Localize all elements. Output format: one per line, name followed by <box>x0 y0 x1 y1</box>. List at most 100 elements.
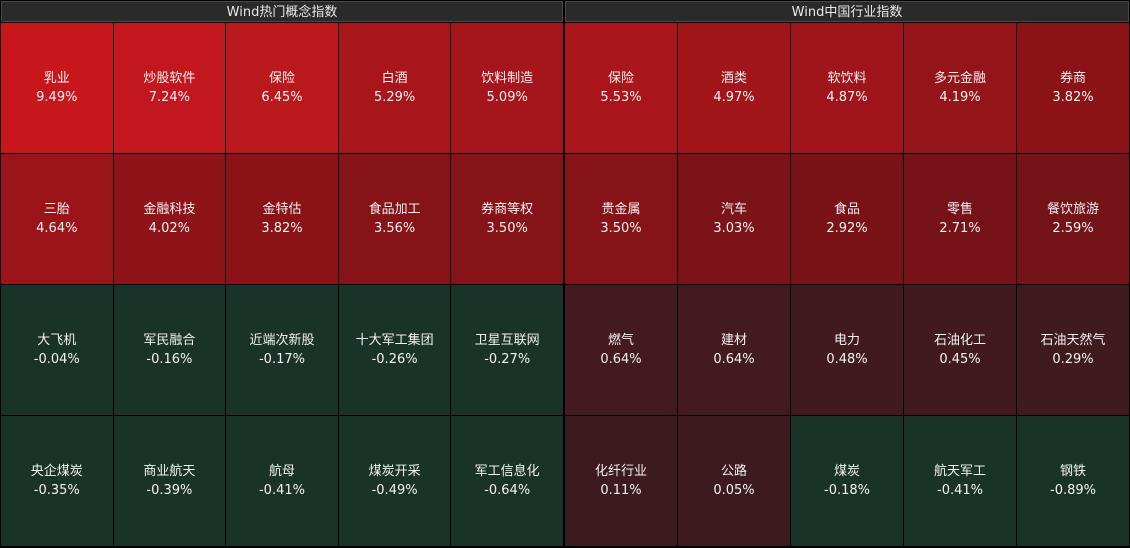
tile-name: 央企煤炭 <box>30 464 83 479</box>
heatmap-tile[interactable]: 航天军工 -0.41% <box>904 416 1016 546</box>
tile-name: 乳业 <box>43 71 70 86</box>
tile-name: 煤炭 <box>833 464 860 479</box>
tile-name: 卫星互联网 <box>474 333 540 348</box>
heatmap-tile[interactable]: 石油化工 0.45% <box>904 285 1016 415</box>
tile-name: 商业航天 <box>143 464 196 479</box>
heatmap-tile[interactable]: 卫星互联网 -0.27% <box>451 285 563 415</box>
heatmap-tile[interactable]: 食品 2.92% <box>791 154 903 284</box>
tile-change-value: -0.64% <box>484 483 531 498</box>
heatmap-tile[interactable]: 燃气 0.64% <box>565 285 677 415</box>
heatmap-tile[interactable]: 航母 -0.41% <box>226 416 338 546</box>
heatmap-tile[interactable]: 炒股软件 7.24% <box>113 23 226 153</box>
heatmap-tile[interactable]: 电力 0.48% <box>791 285 903 415</box>
tile-change-value: -0.17% <box>258 352 305 367</box>
heatmap-tile[interactable]: 多元金融 4.19% <box>904 23 1016 153</box>
heatmap-tile[interactable]: 三胎 4.64% <box>1 154 113 284</box>
heatmap-tile[interactable]: 钢铁 -0.89% <box>1017 416 1129 546</box>
tile-name: 三胎 <box>43 202 70 217</box>
tile-change-value: 3.50% <box>486 221 528 236</box>
heatmap-tile[interactable]: 煤炭开采 -0.49% <box>338 416 451 546</box>
tile-change-value: 4.97% <box>713 90 755 105</box>
heatmap-tile[interactable]: 公路 0.05% <box>678 416 790 546</box>
tile-change-value: 3.03% <box>713 221 755 236</box>
tile-name: 电力 <box>833 333 860 348</box>
tile-name: 公路 <box>720 464 747 479</box>
tile-change-value: 2.59% <box>1052 221 1094 236</box>
tile-change-value: 9.49% <box>36 90 78 105</box>
industry-index-grid: 保险 5.53% 酒类 4.97% 软饮料 4.87% 多元金融 4.19% 券商 3.82% 贵金… <box>565 23 1129 546</box>
tile-change-value: 5.29% <box>373 90 416 105</box>
heatmap-tile[interactable]: 白酒 5.29% <box>338 23 451 153</box>
heatmap-tile[interactable]: 石油天然气 0.29% <box>1017 285 1129 415</box>
tile-change-value: -0.39% <box>146 483 193 498</box>
heatmap-tile[interactable]: 煤炭 -0.18% <box>791 416 903 546</box>
heatmap-tile[interactable]: 商业航天 -0.39% <box>113 416 226 546</box>
heatmap-tile[interactable]: 保险 6.45% <box>226 23 338 153</box>
tile-name: 近端次新股 <box>249 333 315 348</box>
tile-change-value: 0.05% <box>713 483 755 498</box>
heatmap-tile[interactable]: 化纤行业 0.11% <box>565 416 677 546</box>
concept-index-title: Wind热门概念指数 <box>1 1 563 22</box>
heatmap-tile[interactable]: 零售 2.71% <box>904 154 1016 284</box>
heatmap-tile[interactable]: 贵金属 3.50% <box>565 154 677 284</box>
tile-change-value: -0.41% <box>258 483 305 498</box>
tile-name: 建材 <box>720 333 747 348</box>
tile-change-value: 4.02% <box>148 221 191 236</box>
tile-name: 钢铁 <box>1059 464 1086 479</box>
heatmap-tile[interactable]: 军民融合 -0.16% <box>113 285 226 415</box>
tile-name: 化纤行业 <box>594 464 647 479</box>
tile-name: 餐饮旅游 <box>1046 202 1099 217</box>
tile-change-value: 4.19% <box>939 90 981 105</box>
heatmap-tile[interactable]: 汽车 3.03% <box>678 154 790 284</box>
concept-index-grid: 乳业 9.49% 炒股软件 7.24% 保险 6.45% 白酒 5.29% 饮料制造 5.09% 三… <box>1 23 563 546</box>
tile-name: 金融科技 <box>143 202 196 217</box>
tile-name: 软饮料 <box>827 71 867 86</box>
tile-name: 白酒 <box>381 71 408 86</box>
tile-change-value: 3.56% <box>373 221 416 236</box>
tile-name: 燃气 <box>607 333 634 348</box>
concept-index-panel: Wind热门概念指数 乳业 9.49% 炒股软件 7.24% 保险 6.45% 白酒 5.29… <box>1 1 563 547</box>
tile-name: 航天军工 <box>933 464 986 479</box>
heatmap-tile[interactable]: 乳业 9.49% <box>1 23 113 153</box>
tile-name: 汽车 <box>720 202 747 217</box>
tile-name: 饮料制造 <box>481 71 534 86</box>
tile-name: 券商等权 <box>481 202 534 217</box>
heatmap-tile[interactable]: 央企煤炭 -0.35% <box>1 416 113 546</box>
tile-change-value: -0.26% <box>371 352 418 367</box>
tile-name: 零售 <box>946 202 973 217</box>
tile-name: 炒股软件 <box>143 71 196 86</box>
industry-index-panel: Wind中国行业指数 保险 5.53% 酒类 4.97% 软饮料 4.87% 多元金融 4.1… <box>565 1 1129 547</box>
tile-name: 贵金属 <box>601 202 641 217</box>
tile-change-value: 5.53% <box>600 90 642 105</box>
tile-name: 食品加工 <box>368 202 421 217</box>
industry-index-title: Wind中国行业指数 <box>565 1 1129 22</box>
heatmap-tile[interactable]: 建材 0.64% <box>678 285 790 415</box>
heatmap-tile[interactable]: 保险 5.53% <box>565 23 677 153</box>
tile-name: 多元金融 <box>933 71 986 86</box>
tile-name: 军工信息化 <box>474 464 540 479</box>
heatmap-tile[interactable]: 酒类 4.97% <box>678 23 790 153</box>
heatmap-tile[interactable]: 餐饮旅游 2.59% <box>1017 154 1129 284</box>
heatmap-tile[interactable]: 十大军工集团 -0.26% <box>338 285 451 415</box>
heatmap-tile[interactable]: 近端次新股 -0.17% <box>226 285 338 415</box>
tile-change-value: 4.64% <box>36 221 78 236</box>
heatmap-tile[interactable]: 券商等权 3.50% <box>451 154 563 284</box>
tile-name: 券商 <box>1059 71 1086 86</box>
heatmap-tile[interactable]: 大飞机 -0.04% <box>1 285 113 415</box>
heatmap-tile[interactable]: 军工信息化 -0.64% <box>451 416 563 546</box>
heatmap-tile[interactable]: 饮料制造 5.09% <box>451 23 563 153</box>
tile-name: 大飞机 <box>37 333 77 348</box>
tile-name: 石油天然气 <box>1040 333 1106 348</box>
heatmap-tile[interactable]: 金特估 3.82% <box>226 154 338 284</box>
heatmap-tile[interactable]: 软饮料 4.87% <box>791 23 903 153</box>
tile-name: 煤炭开采 <box>368 464 421 479</box>
tile-change-value: -0.18% <box>824 483 870 498</box>
tile-name: 食品 <box>833 202 860 217</box>
tile-change-value: 0.48% <box>826 352 868 367</box>
heatmap-tile[interactable]: 金融科技 4.02% <box>113 154 226 284</box>
heatmap-tile[interactable]: 食品加工 3.56% <box>338 154 451 284</box>
tile-change-value: -0.35% <box>33 483 80 498</box>
heatmap-tile[interactable]: 券商 3.82% <box>1017 23 1129 153</box>
tile-name: 保险 <box>607 71 634 86</box>
tile-change-value: -0.16% <box>146 352 193 367</box>
